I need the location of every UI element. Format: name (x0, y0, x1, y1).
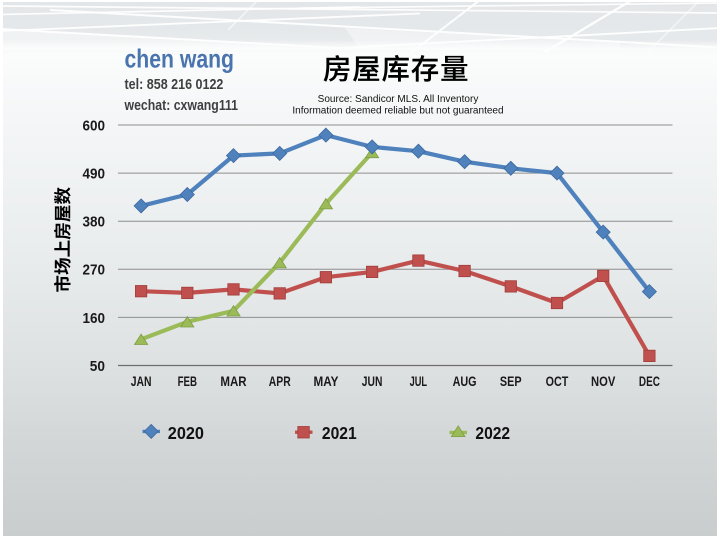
svg-text:270: 270 (83, 262, 106, 279)
svg-text:FEB: FEB (178, 373, 197, 389)
svg-text:JAN: JAN (131, 373, 152, 389)
svg-text:490: 490 (83, 166, 106, 183)
svg-text:MAY: MAY (314, 373, 339, 389)
svg-text:JUL: JUL (410, 373, 428, 389)
svg-text:DEC: DEC (639, 373, 660, 389)
svg-text:Information deemed reliable bu: Information deemed reliable but not guar… (292, 106, 503, 117)
svg-text:wechat: cxwang111: wechat: cxwang111 (124, 98, 238, 114)
svg-text:2020: 2020 (168, 423, 204, 443)
svg-text:MAR: MAR (220, 373, 246, 389)
svg-text:chen wang: chen wang (125, 44, 235, 74)
svg-text:AUG: AUG (453, 373, 477, 389)
svg-text:NOV: NOV (591, 373, 616, 389)
svg-text:SEP: SEP (500, 373, 522, 389)
svg-text:50: 50 (90, 358, 105, 375)
svg-text:380: 380 (83, 214, 106, 231)
svg-text:JUN: JUN (362, 373, 383, 389)
svg-text:tel: 858 216 0122: tel: 858 216 0122 (125, 77, 224, 93)
svg-text:600: 600 (83, 117, 106, 134)
svg-text:2021: 2021 (322, 423, 357, 443)
svg-text:OCT: OCT (546, 373, 569, 389)
svg-text:160: 160 (83, 310, 106, 327)
svg-text:Source: Sandicor MLS. All Inve: Source: Sandicor MLS. All Inventory (318, 94, 479, 105)
svg-text:APR: APR (269, 373, 291, 389)
svg-text:2022: 2022 (475, 423, 510, 443)
